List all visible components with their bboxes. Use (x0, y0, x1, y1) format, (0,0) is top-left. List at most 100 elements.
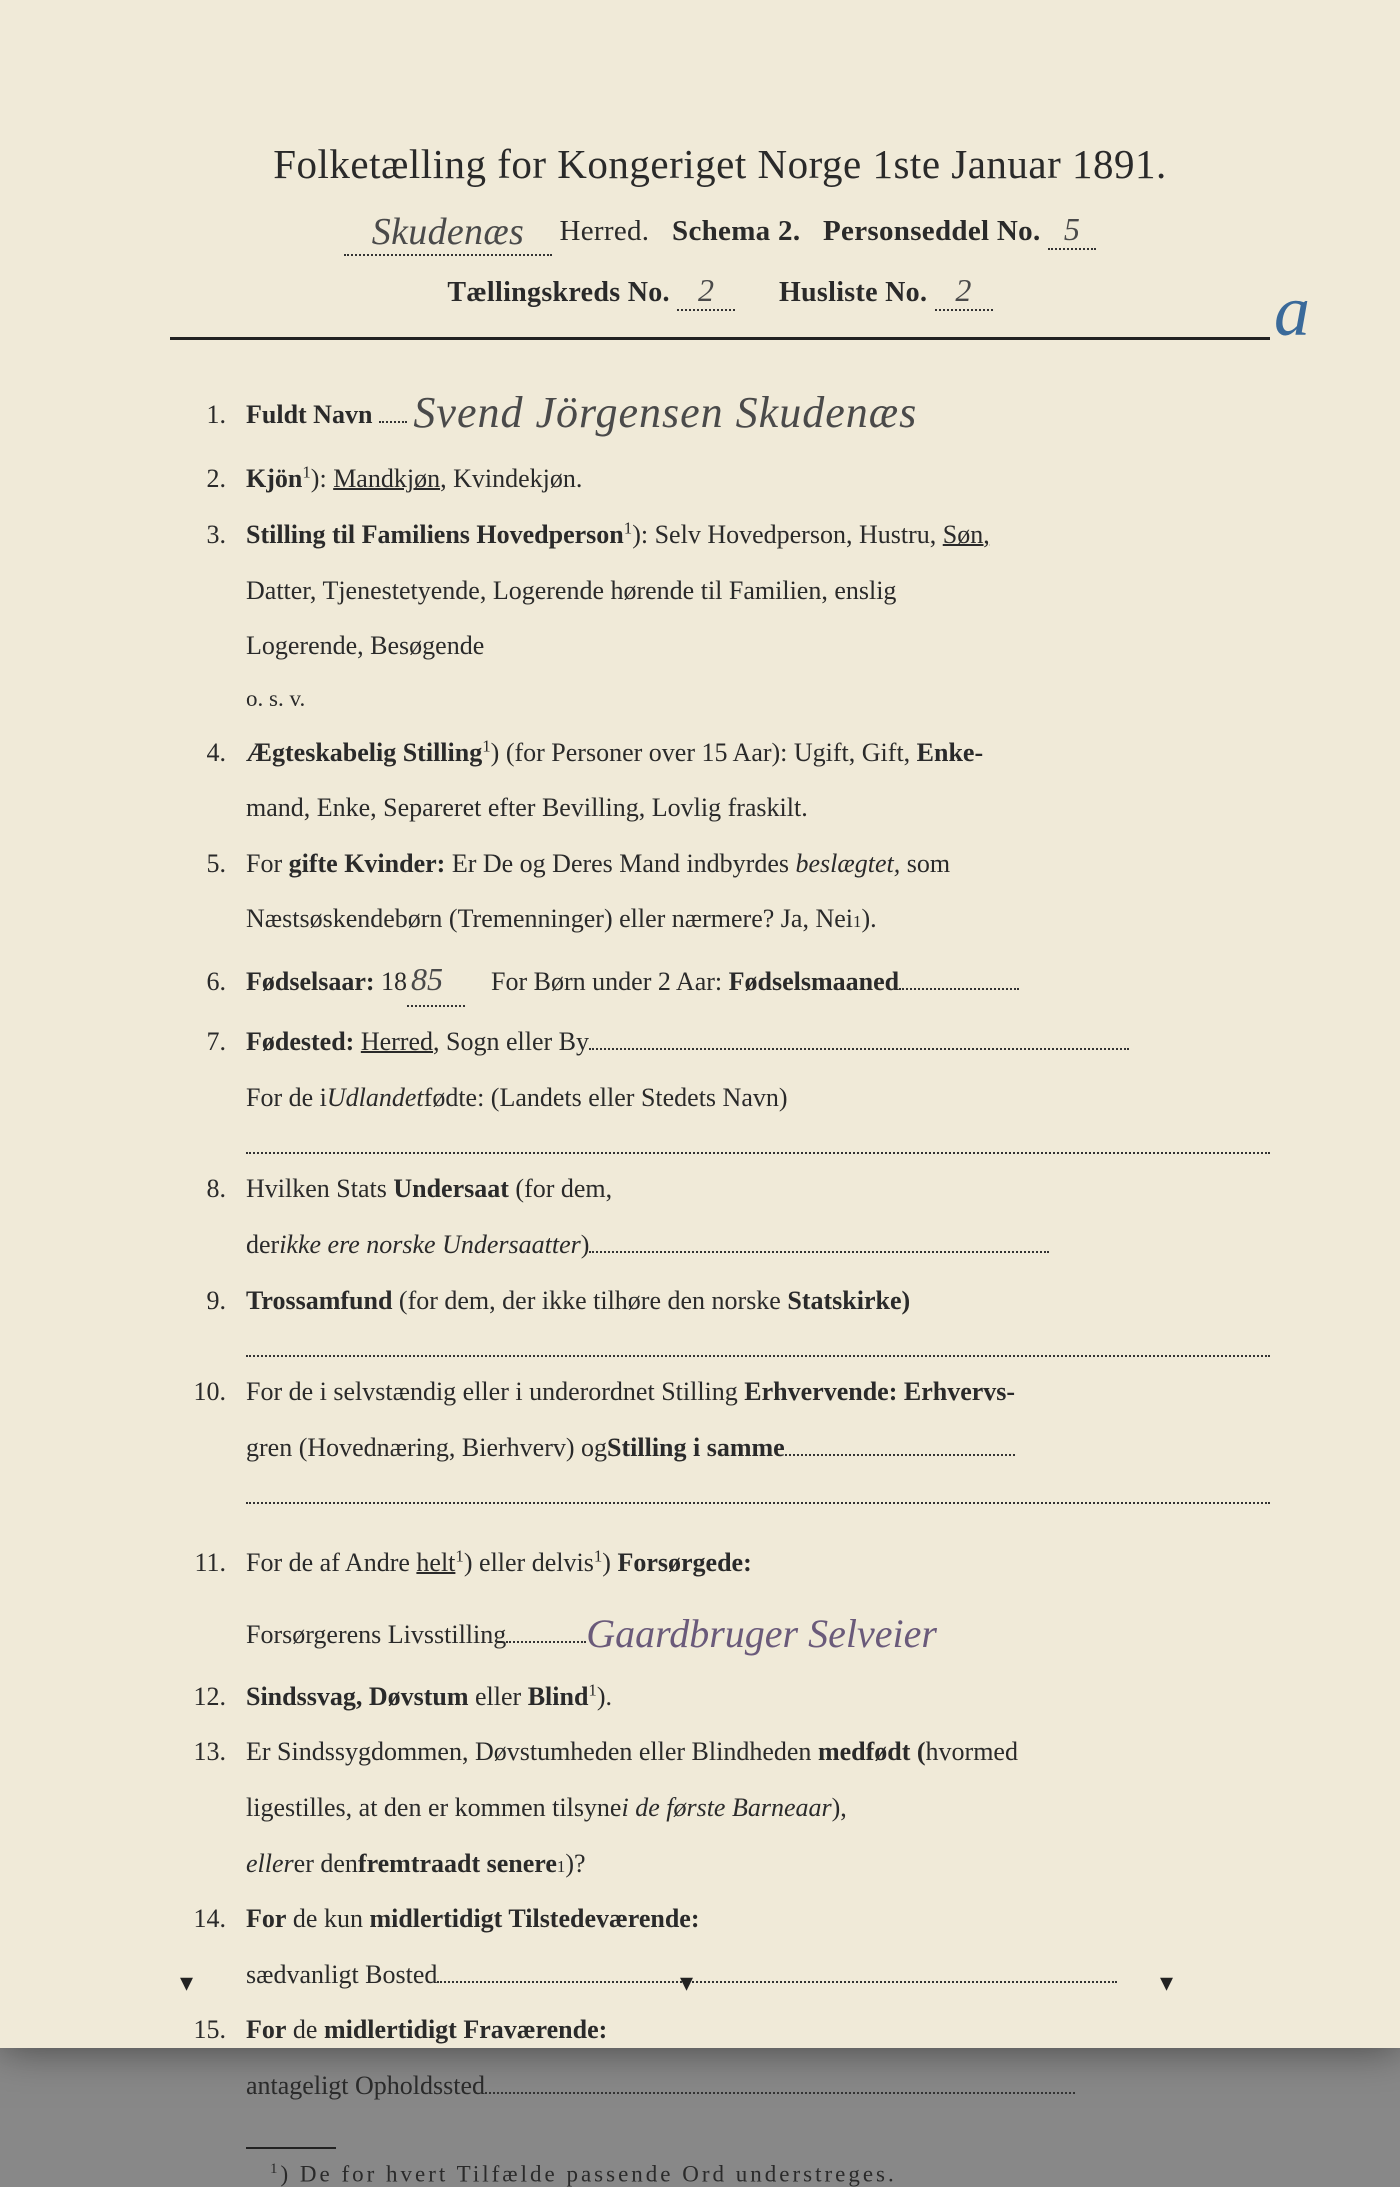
q6-row: 6. Fødselsaar: 1885 For Børn under 2 Aar… (170, 954, 1270, 1007)
q4-text-a: (for Personer over 15 Aar): Ugift, Gift, (499, 738, 916, 767)
q10-line-b: gren (Hovednæring, Bierhverv) og Stillin… (170, 1427, 1270, 1469)
q5-row: 5. For gifte Kvinder: Er De og Deres Man… (170, 843, 1270, 885)
q10-row: 10. For de i selvstændig eller i underor… (170, 1371, 1270, 1413)
q7-row: 7. Fødested: Herred, Sogn eller By (170, 1021, 1270, 1063)
q3-son: Søn, (943, 520, 990, 549)
taellingskreds-label: Tællingskreds No. (447, 277, 669, 308)
q4-line-b: mand, Enke, Separeret efter Bevilling, L… (170, 787, 1270, 829)
q2-label: Kjön (246, 464, 302, 493)
q11-row: 11. For de af Andre helt1) eller delvis1… (170, 1542, 1270, 1584)
q3-label: Stilling til Familiens Hovedperson (246, 520, 624, 549)
schema-label: Schema 2. (672, 215, 800, 247)
q3-num: 3. (170, 514, 246, 556)
q9-blank-line (246, 1335, 1270, 1357)
q1-num: 1. (170, 394, 246, 436)
q14-line-b: sædvanligt Bosted (170, 1954, 1270, 1996)
q14-content: For de kun midlertidigt Tilstedeværende: (246, 1898, 1270, 1940)
q5-italic-a: beslægtet, (796, 849, 901, 878)
q8-line-b: der ikke ere norske Undersaatter) (170, 1224, 1270, 1266)
q10-num: 10. (170, 1371, 246, 1413)
q11-line-b: Forsørgerens Livsstilling Gaardbruger Se… (170, 1598, 1270, 1662)
q4-row: 4. Ægteskabelig Stilling1) (for Personer… (170, 732, 1270, 774)
q3-line-a: Selv Hovedperson, Hustru, (655, 520, 943, 549)
q5-line-b: Næstsøskendebørn (Tremenninger) eller næ… (170, 898, 1270, 940)
q12-content: Sindssvag, Døvstum eller Blind1). (246, 1676, 1270, 1718)
q15-content: For de midlertidigt Fraværende: (246, 2009, 1270, 2051)
q7-num: 7. (170, 1021, 246, 1063)
q1-name-handwritten: Svend Jörgensen Skudenæs (413, 388, 917, 437)
q2-row: 2. Kjön1): Mandkjøn, Kvindekjøn. (170, 458, 1270, 500)
q9-bold-b: Statskirke) (787, 1286, 910, 1315)
punch-mark-2: ▾ (680, 1968, 693, 1998)
q3-line-c: Logerende, Besøgende (170, 625, 1270, 667)
q12-bold-a: Sindssvag, Døvstum (246, 1682, 469, 1711)
q1-content: Fuldt Navn Svend Jörgensen Skudenæs (246, 374, 1270, 444)
q13-row: 13. Er Sindssygdommen, Døvstumheden elle… (170, 1731, 1270, 1773)
q7-blank-line (246, 1132, 1270, 1154)
q14-row: 14. For de kun midlertidigt Tilstedevære… (170, 1898, 1270, 1940)
q7-line-b: For de i Udlandet fødte: (Landets eller … (170, 1077, 1270, 1119)
q15-line-b: antageligt Opholdssted (170, 2065, 1270, 2107)
q3-line-d: o. s. v. (170, 681, 1270, 718)
q13-line-b: ligestilles, at den er kommen tilsyne i … (170, 1787, 1270, 1829)
census-form-page: Folketælling for Kongeriget Norge 1ste J… (0, 0, 1400, 2048)
q7-herred: Herred (361, 1027, 433, 1056)
subtitle-line-2: Tællingskreds No. 2 Husliste No. 2 (170, 272, 1270, 311)
q8-content: Hvilken Stats Undersaat (for dem, (246, 1168, 1270, 1210)
header-rule (170, 337, 1270, 340)
q6-num: 6. (170, 961, 246, 1003)
q12-bold-b: Blind (528, 1682, 589, 1711)
q4-enke: Enke- (917, 738, 983, 767)
q1-label: Fuldt Navn (246, 400, 372, 429)
q13-content: Er Sindssygdommen, Døvstumheden eller Bl… (246, 1731, 1270, 1773)
q9-num: 9. (170, 1280, 246, 1322)
punch-mark-3: ▾ (1160, 1968, 1173, 1998)
q5-content: For gifte Kvinder: Er De og Deres Mand i… (246, 843, 1270, 885)
personseddel-no-handwritten: 5 (1048, 211, 1096, 250)
q9-row: 9. Trossamfund (for dem, der ikke tilhør… (170, 1280, 1270, 1322)
subtitle-line-1: Skudenæs Herred. Schema 2. Personseddel … (170, 206, 1270, 252)
q6-bold-b: Fødselsmaaned (729, 967, 899, 996)
q15-bold-b: midlertidigt Fraværende: (324, 2015, 607, 2044)
q1-row: 1. Fuldt Navn Svend Jörgensen Skudenæs (170, 374, 1270, 444)
q4-content: Ægteskabelig Stilling1) (for Personer ov… (246, 732, 1270, 774)
herred-label: Herred. (560, 215, 650, 247)
q15-num: 15. (170, 2009, 246, 2051)
q14-num: 14. (170, 1898, 246, 1940)
letter-a-annotation: a (1274, 270, 1310, 353)
footnote-rule (246, 2147, 336, 2149)
q3-row: 3. Stilling til Familiens Hovedperson1):… (170, 514, 1270, 556)
q2-kvindekjon: Kvindekjøn. (453, 464, 582, 493)
q11-content: For de af Andre helt1) eller delvis1) Fo… (246, 1542, 1270, 1584)
q11-bold-a: Forsørgede: (617, 1548, 751, 1577)
page-title: Folketælling for Kongeriget Norge 1ste J… (170, 140, 1270, 188)
footnote: 1) De for hvert Tilfælde passende Ord un… (170, 2161, 1270, 2187)
q12-num: 12. (170, 1676, 246, 1718)
q6-year-handwritten: 85 (407, 954, 465, 1007)
q8-row: 8. Hvilken Stats Undersaat (for dem, (170, 1168, 1270, 1210)
q13-num: 13. (170, 1731, 246, 1773)
q13-line-c: eller er den fremtraadt senere1)? (170, 1843, 1270, 1885)
q8-num: 8. (170, 1168, 246, 1210)
q2-mandkjon: Mandkjøn (333, 464, 440, 493)
q12-row: 12. Sindssvag, Døvstum eller Blind1). (170, 1676, 1270, 1718)
q2-num: 2. (170, 458, 246, 500)
q11-helt: helt (416, 1548, 455, 1577)
q6-label: Fødselsaar: (246, 967, 375, 996)
herred-handwritten: Skudenæs (344, 210, 552, 256)
husliste-label: Husliste No. (779, 277, 927, 308)
q10-content: For de i selvstændig eller i underordnet… (246, 1371, 1270, 1413)
personseddel-label: Personseddel No. (823, 215, 1040, 247)
q5-bold-a: gifte Kvinder: (289, 849, 446, 878)
q5-num: 5. (170, 843, 246, 885)
q10-bold-a: Erhvervende: Erhvervs- (744, 1377, 1015, 1406)
husliste-no-handwritten: 2 (935, 272, 993, 311)
q6-content: Fødselsaar: 1885 For Børn under 2 Aar: F… (246, 954, 1270, 1007)
taellingskreds-no-handwritten: 2 (677, 272, 735, 311)
q11-livsstilling-handwritten: Gaardbruger Selveier (586, 1602, 937, 1666)
q10-blank-line (246, 1482, 1270, 1504)
q9-content: Trossamfund (for dem, der ikke tilhøre d… (246, 1280, 1270, 1322)
q7-content: Fødested: Herred, Sogn eller By (246, 1021, 1270, 1063)
q15-row: 15. For de midlertidigt Fraværende: (170, 2009, 1270, 2051)
punch-mark-1: ▾ (180, 1968, 193, 1998)
